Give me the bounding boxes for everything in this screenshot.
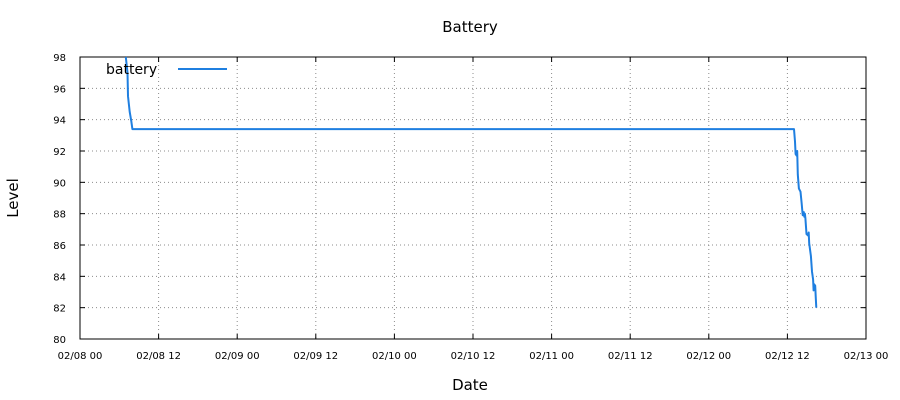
x-tick-label: 02/13 00	[844, 351, 889, 362]
y-tick-label: 88	[53, 210, 66, 221]
x-tick-label: 02/12 12	[765, 351, 810, 362]
series-layer	[124, 56, 818, 308]
y-tick-label: 90	[53, 178, 66, 189]
x-tick-label: 02/11 12	[608, 351, 653, 362]
x-axis-label: Date	[452, 376, 488, 394]
x-tick-label: 02/09 00	[215, 351, 260, 362]
series-line-battery	[124, 56, 818, 308]
x-tick-label: 02/09 12	[293, 351, 338, 362]
x-tick-label: 02/10 12	[451, 351, 496, 362]
x-tick-label: 02/11 00	[529, 351, 574, 362]
y-tick-label: 82	[53, 304, 66, 315]
y-axis-label: Level	[4, 178, 22, 218]
x-tick-label: 02/08 12	[136, 351, 181, 362]
y-tick-label: 96	[53, 84, 66, 95]
y-tick-label: 86	[53, 241, 66, 252]
y-tick-label: 80	[53, 335, 66, 346]
y-tick-label: 84	[53, 272, 66, 283]
x-tick-label: 02/08 00	[58, 351, 103, 362]
y-tick-label: 92	[53, 147, 66, 158]
chart-title: Battery	[442, 18, 498, 36]
y-axis-tick-labels: 80 82 84 86 88 90 92 94 96 98	[53, 53, 66, 346]
x-tick-label: 02/10 00	[372, 351, 417, 362]
legend-label-battery: battery	[106, 62, 157, 78]
plot-frame	[79, 56, 867, 340]
axis-ticks	[79, 56, 867, 340]
legend: battery	[106, 62, 227, 78]
gridlines	[80, 57, 866, 339]
y-tick-label: 94	[53, 116, 66, 127]
x-tick-label: 02/12 00	[686, 351, 731, 362]
y-tick-label: 98	[53, 53, 66, 64]
x-axis-tick-labels: 02/08 00 02/08 12 02/09 00 02/09 12 02/10 00…	[58, 351, 889, 362]
